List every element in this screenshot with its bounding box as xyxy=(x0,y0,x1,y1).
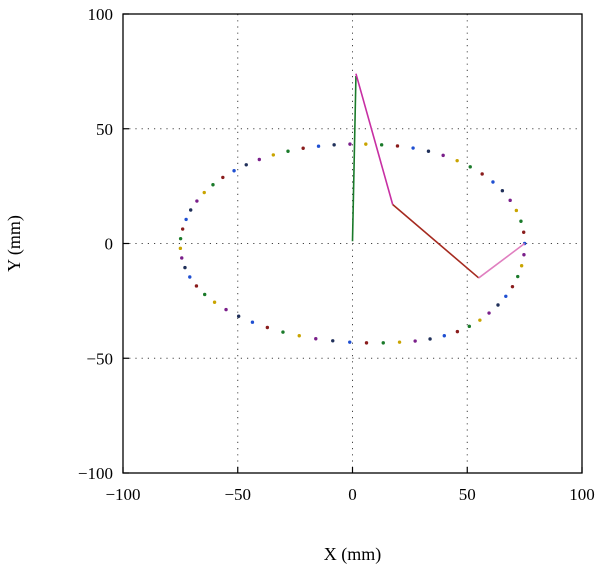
trajectory-point xyxy=(413,339,417,343)
ticks: −100 −50 0 50 100 −100 −50 0 50 100 xyxy=(78,5,595,504)
trajectory-point xyxy=(221,175,225,180)
trajectory-point xyxy=(180,256,184,260)
trajectory-point xyxy=(301,146,305,150)
chart-marks xyxy=(178,73,527,345)
trajectory-point xyxy=(211,183,215,187)
trajectory-point xyxy=(480,172,484,176)
trajectory-point xyxy=(188,275,192,279)
link-line xyxy=(478,242,526,279)
trajectory-point xyxy=(487,311,491,315)
trajectory-point xyxy=(467,324,472,329)
trajectory-point xyxy=(496,303,500,307)
trajectory-point xyxy=(514,208,519,213)
trajectory-point xyxy=(397,340,402,344)
x-tick-label: 0 xyxy=(348,485,357,504)
trajectory-point xyxy=(203,292,207,297)
trajectory-point xyxy=(316,144,321,148)
trajectory-point xyxy=(348,340,352,344)
trajectory-point xyxy=(519,219,523,223)
y-tick-label: −50 xyxy=(86,349,113,368)
trajectory-point xyxy=(500,189,505,193)
trajectory-point xyxy=(491,180,495,184)
trajectory-point xyxy=(184,217,188,222)
trajectory-point xyxy=(257,157,262,162)
x-tick-label: 50 xyxy=(459,485,476,504)
trajectory-point xyxy=(212,300,217,304)
trajectory-point xyxy=(428,337,432,341)
trajectory-point xyxy=(522,253,526,257)
trajectory-point xyxy=(468,165,472,169)
trajectory-point xyxy=(236,314,241,318)
trajectory-point xyxy=(331,339,335,343)
x-tick-label: 100 xyxy=(569,485,595,504)
trajectory-point xyxy=(516,274,520,279)
trajectory-point xyxy=(455,329,460,334)
trajectory-point xyxy=(232,169,236,173)
trajectory-point xyxy=(281,330,285,334)
trajectory-point xyxy=(395,144,400,148)
trajectory-point xyxy=(442,334,446,338)
y-tick-label: 50 xyxy=(96,120,113,139)
trajectory-point xyxy=(379,143,384,147)
link-line xyxy=(392,203,480,279)
trajectory-point xyxy=(478,318,482,322)
trajectory-point xyxy=(183,265,187,270)
trajectory-point xyxy=(332,143,336,147)
trajectory-point xyxy=(271,153,276,157)
y-axis-label: Y (mm) xyxy=(4,215,25,272)
x-axis-label: X (mm) xyxy=(324,544,382,565)
trajectory-point xyxy=(244,163,248,167)
trajectory-point xyxy=(381,341,385,345)
trajectory-point xyxy=(348,142,352,146)
trajectory-point xyxy=(411,146,415,150)
trajectory-point xyxy=(224,307,228,312)
trajectory-point xyxy=(504,294,508,298)
trajectory-point xyxy=(194,284,199,288)
trajectory-point xyxy=(180,227,185,231)
trajectory-point xyxy=(441,153,445,158)
trajectory-point xyxy=(455,158,459,163)
trajectory-point xyxy=(364,142,368,146)
x-tick-label: −100 xyxy=(105,485,140,504)
x-tick-label: −50 xyxy=(224,485,251,504)
trajectory-point xyxy=(178,246,183,251)
link-line xyxy=(355,73,394,205)
trajectory-point xyxy=(314,337,318,341)
trajectory-point xyxy=(426,149,431,153)
grid xyxy=(123,14,582,473)
y-tick-label: −100 xyxy=(78,464,113,483)
y-tick-label: 100 xyxy=(88,5,114,24)
trajectory-point xyxy=(510,284,515,289)
y-tick-label: 0 xyxy=(105,235,114,254)
trajectory-point xyxy=(265,325,270,330)
trajectory-point xyxy=(250,320,255,324)
trajectory-point xyxy=(178,236,183,241)
trajectory-point xyxy=(202,190,206,195)
trajectory-point xyxy=(195,199,199,203)
trajectory-point xyxy=(364,341,369,345)
trajectory-point xyxy=(286,149,290,153)
trajectory-point xyxy=(189,208,193,212)
trajectory-point xyxy=(297,334,301,338)
trajectory-point xyxy=(519,264,524,268)
link-line xyxy=(351,75,357,242)
trajectory-point xyxy=(508,198,512,203)
trajectory-point xyxy=(522,230,526,234)
